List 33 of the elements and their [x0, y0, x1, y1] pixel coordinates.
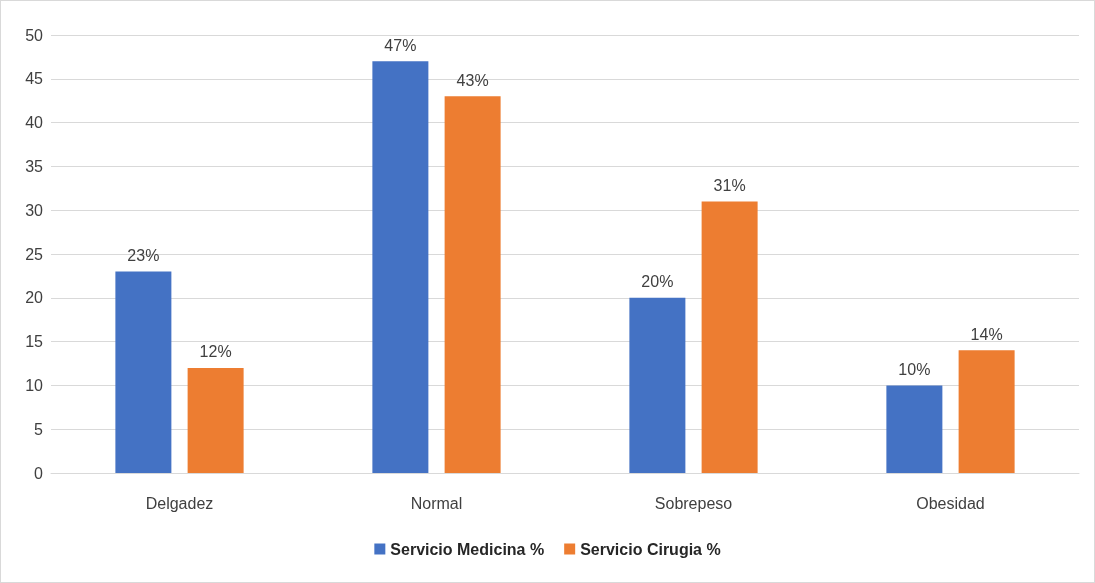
y-tick-label: 15 [25, 333, 44, 351]
bar [629, 297, 686, 473]
legend-label: Servicio Cirugia % [580, 540, 721, 558]
data-label: 12% [199, 343, 232, 361]
data-label: 23% [127, 247, 160, 265]
data-label: 14% [970, 325, 1003, 343]
bar [701, 201, 758, 473]
bar [372, 61, 429, 473]
bar [187, 367, 244, 473]
data-label: 47% [384, 36, 417, 54]
legend-label: Servicio Medicina % [390, 540, 545, 558]
y-tick-label: 25 [25, 245, 44, 263]
x-tick-label: Delgadez [145, 494, 214, 512]
y-tick-label: 30 [25, 201, 44, 219]
data-label: 20% [641, 273, 674, 291]
y-tick-label: 45 [25, 70, 44, 88]
data-label: 43% [456, 71, 489, 89]
y-tick-label: 50 [25, 26, 44, 44]
y-tick-label: 20 [25, 289, 44, 307]
x-tick-label: Sobrepeso [654, 494, 733, 512]
bar [444, 96, 501, 473]
bar [115, 271, 172, 473]
y-tick-label: 10 [25, 376, 44, 394]
bar [886, 385, 943, 473]
y-tick-label: 0 [34, 464, 44, 482]
bar [958, 350, 1015, 473]
y-tick-label: 5 [34, 420, 44, 438]
y-tick-label: 35 [25, 157, 44, 175]
x-tick-label: Obesidad [916, 494, 985, 512]
data-label: 10% [898, 360, 931, 378]
y-tick-label: 40 [25, 114, 44, 132]
x-tick-label: Normal [410, 494, 463, 512]
data-label: 31% [713, 176, 746, 194]
